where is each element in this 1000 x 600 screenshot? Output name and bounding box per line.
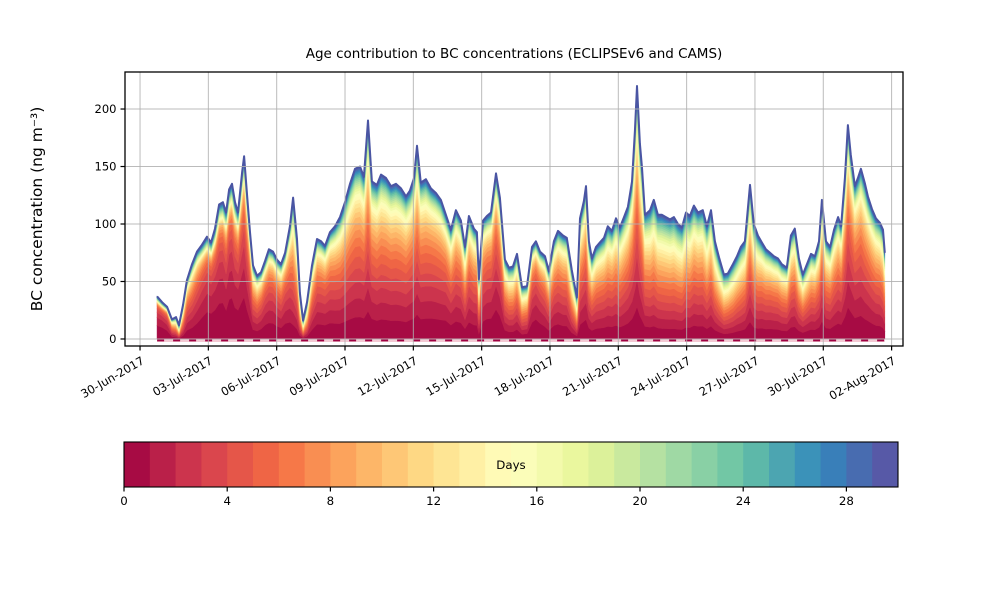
colorbar-bin	[356, 442, 383, 487]
colorbar-bin	[536, 442, 564, 487]
colorbar-bin	[330, 442, 357, 487]
colorbar-bin	[794, 442, 822, 487]
x-tick-label: 21-Jul-2017	[560, 353, 625, 398]
colorbar-bin	[665, 442, 693, 487]
y-tick-label: 150	[95, 160, 117, 174]
y-tick-label: 100	[95, 217, 117, 231]
colorbar-bin	[717, 442, 744, 487]
x-tick-label: 27-Jul-2017	[697, 353, 762, 398]
colorbar: 0 4 8 12 16 20 24 28	[120, 441, 899, 508]
chart-title: Age contribution to BC concentrations (E…	[306, 46, 723, 62]
colorbar-tick-label: 12	[426, 494, 441, 508]
colorbar-bin	[511, 442, 538, 487]
colorbar-bin	[562, 442, 589, 487]
colorbar-bin	[769, 442, 796, 487]
colorbar-bin	[614, 442, 641, 487]
colorbar-tick-label: 20	[632, 494, 647, 508]
colorbar-label: Days	[496, 458, 525, 472]
colorbar-bin	[459, 442, 486, 487]
x-tick-label: 03-Jul-2017	[150, 353, 215, 398]
colorbar-bin	[124, 442, 151, 487]
x-tick-label: 02-Aug-2017	[827, 353, 898, 402]
stacked-area-layers	[156, 85, 886, 342]
colorbar-bin	[872, 442, 899, 487]
x-tick-label: 06-Jul-2017	[218, 353, 283, 398]
y-tick-label: 0	[109, 332, 116, 346]
x-tick-label: 18-Jul-2017	[492, 353, 557, 398]
total-envelope-line	[156, 85, 886, 327]
zero-baseline-strip	[157, 338, 885, 342]
colorbar-bin	[588, 442, 615, 487]
x-tick-label: 15-Jul-2017	[423, 353, 488, 398]
y-tick-label: 50	[102, 275, 117, 289]
x-tick-label: 30-Jul-2017	[765, 353, 830, 398]
colorbar-bin	[304, 442, 331, 487]
colorbar-bin	[820, 442, 847, 487]
x-tick-label: 24-Jul-2017	[628, 353, 693, 398]
colorbar-bin	[485, 442, 512, 487]
colorbar-tick-label: 4	[223, 494, 231, 508]
colorbar-tick-label: 28	[839, 494, 854, 508]
colorbar-bin	[433, 442, 460, 487]
grid-lines	[125, 72, 903, 346]
colorbar-bin	[743, 442, 770, 487]
colorbar-bin	[149, 442, 177, 487]
y-axis-label: BC concentration (ng m⁻³)	[28, 107, 46, 312]
x-tick-label: 30-Jun-2017	[78, 353, 146, 401]
x-tick-label: 09-Jul-2017	[287, 353, 352, 398]
y-tick-label: 200	[95, 102, 117, 116]
colorbar-tick-label: 0	[120, 494, 128, 508]
colorbar-bin	[278, 442, 306, 487]
colorbar-bin	[640, 442, 667, 487]
colorbar-bin	[253, 442, 280, 487]
colorbar-tick-label: 16	[529, 494, 544, 508]
x-tick-label: 12-Jul-2017	[355, 353, 420, 398]
colorbar-outline	[123, 441, 899, 488]
colorbar-bin	[846, 442, 873, 487]
colorbar-bin	[407, 442, 435, 487]
colorbar-tick-label: 24	[736, 494, 751, 508]
colorbar-bin	[227, 442, 254, 487]
colorbar-bin	[175, 442, 202, 487]
colorbar-bin	[691, 442, 718, 487]
colorbar-tick-label: 8	[327, 494, 335, 508]
plot-spines	[124, 71, 904, 347]
colorbar-bin	[201, 442, 228, 487]
colorbar-bin	[382, 442, 409, 487]
